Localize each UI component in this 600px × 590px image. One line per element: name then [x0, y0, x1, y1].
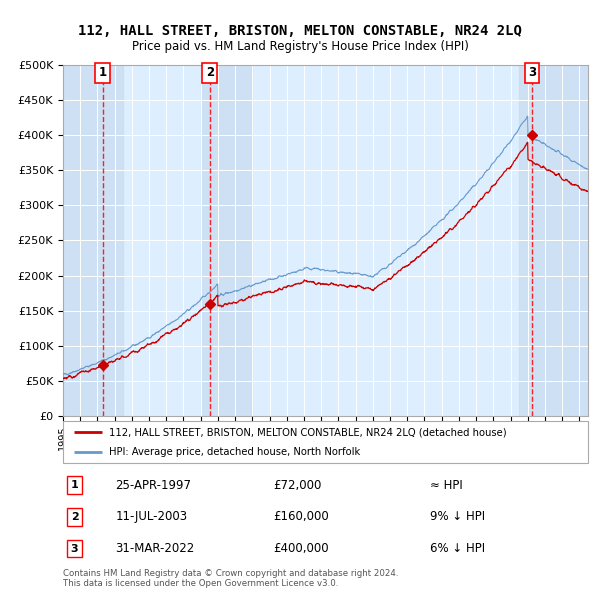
Text: 3: 3	[528, 66, 536, 79]
Text: 31-MAR-2022: 31-MAR-2022	[115, 542, 195, 555]
Text: 3: 3	[71, 543, 79, 553]
Text: 25-APR-1997: 25-APR-1997	[115, 478, 191, 491]
Text: 11-JUL-2003: 11-JUL-2003	[115, 510, 188, 523]
Text: Price paid vs. HM Land Registry's House Price Index (HPI): Price paid vs. HM Land Registry's House …	[131, 40, 469, 53]
Text: £160,000: £160,000	[273, 510, 329, 523]
Text: 112, HALL STREET, BRISTON, MELTON CONSTABLE, NR24 2LQ: 112, HALL STREET, BRISTON, MELTON CONSTA…	[78, 24, 522, 38]
Text: 2: 2	[71, 512, 79, 522]
Text: HPI: Average price, detached house, North Norfolk: HPI: Average price, detached house, Nort…	[109, 447, 361, 457]
Text: 9% ↓ HPI: 9% ↓ HPI	[431, 510, 485, 523]
Bar	[63, 65, 123, 416]
Text: Contains HM Land Registry data © Crown copyright and database right 2024.
This d: Contains HM Land Registry data © Crown c…	[63, 569, 398, 588]
Text: £72,000: £72,000	[273, 478, 322, 491]
Text: 1: 1	[98, 66, 107, 79]
Text: 1: 1	[71, 480, 79, 490]
Bar	[201, 65, 253, 416]
Text: ≈ HPI: ≈ HPI	[431, 478, 463, 491]
Text: £400,000: £400,000	[273, 542, 329, 555]
Text: 112, HALL STREET, BRISTON, MELTON CONSTABLE, NR24 2LQ (detached house): 112, HALL STREET, BRISTON, MELTON CONSTA…	[109, 427, 507, 437]
Text: 2: 2	[206, 66, 214, 79]
Bar	[519, 65, 588, 416]
Text: 6% ↓ HPI: 6% ↓ HPI	[431, 542, 485, 555]
